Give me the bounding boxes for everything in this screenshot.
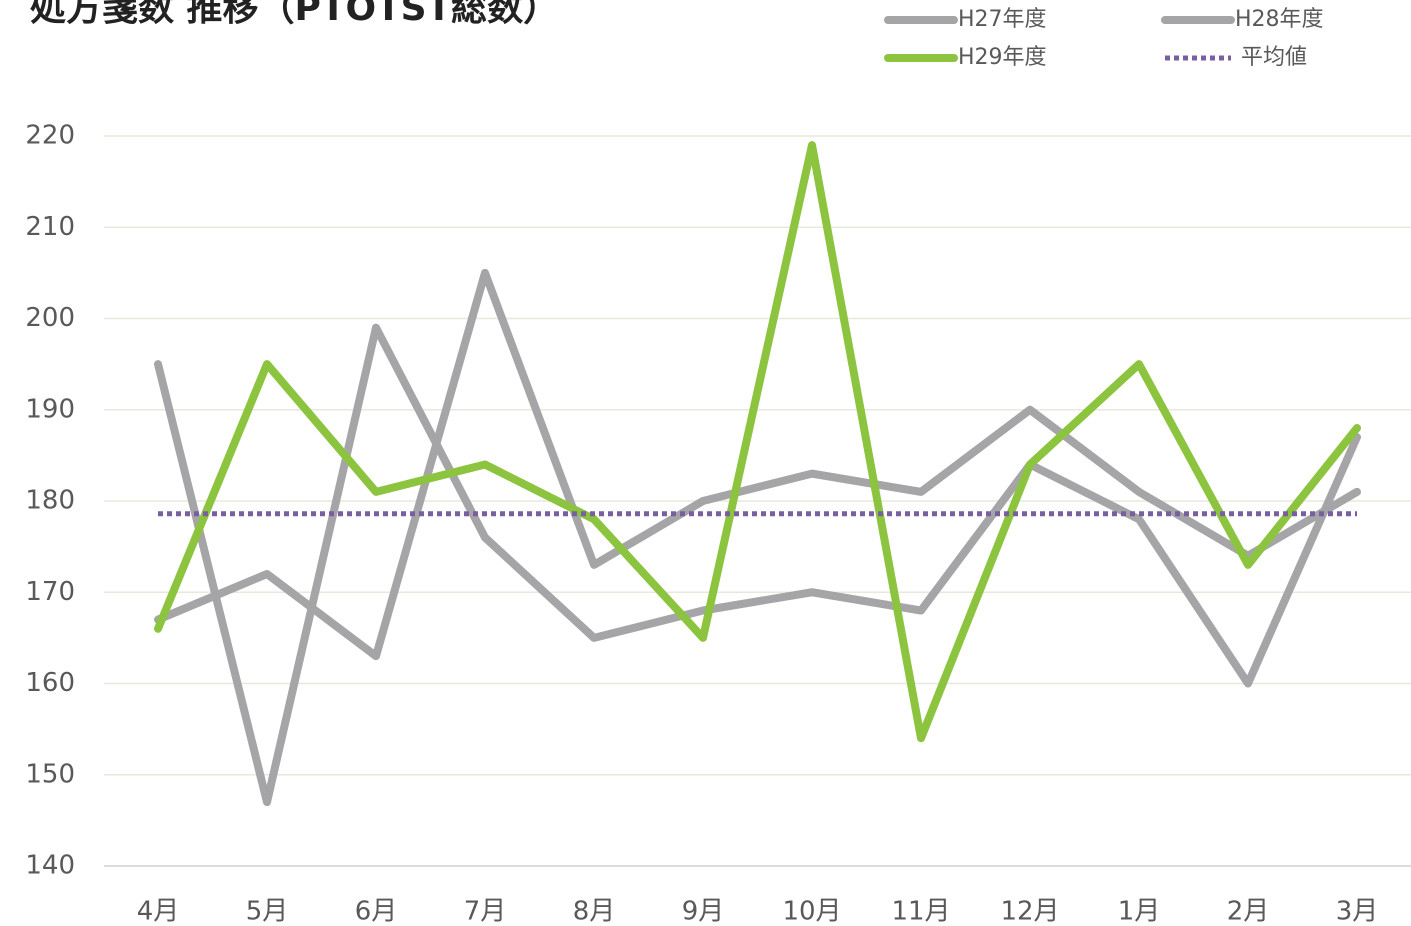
series-line	[154, 323, 1361, 807]
x-tick-label: 4月	[137, 897, 180, 926]
y-tick-label: 150	[25, 759, 75, 789]
x-tick-label: 12月	[1000, 897, 1059, 926]
x-tick-label: 3月	[1336, 897, 1379, 926]
x-tick-label: 11月	[891, 897, 950, 926]
legend-label: 平均値	[1241, 45, 1307, 70]
series-line	[154, 268, 1361, 661]
series-line	[154, 141, 1361, 743]
x-tick-label: 9月	[682, 897, 725, 926]
x-tick-label: 6月	[355, 897, 398, 926]
x-tick-label: 8月	[573, 897, 616, 926]
y-tick-label: 220	[25, 121, 75, 151]
legend-label: H29年度	[958, 45, 1047, 70]
x-tick-label: 10月	[782, 897, 841, 926]
y-tick-label: 140	[25, 851, 75, 881]
x-tick-label: 2月	[1227, 897, 1270, 926]
chart-title: 処方箋数 推移（PTOTST総数）	[30, 0, 559, 29]
x-tick-label: 1月	[1118, 897, 1161, 926]
y-tick-label: 210	[25, 212, 75, 242]
x-tick-label: 7月	[464, 897, 507, 926]
y-tick-label: 190	[25, 394, 75, 424]
y-tick-label: 180	[25, 486, 75, 516]
y-tick-label: 200	[25, 303, 75, 333]
y-tick-label: 170	[25, 577, 75, 607]
legend-label: H28年度	[1235, 7, 1324, 32]
y-tick-label: 160	[25, 668, 75, 698]
x-tick-label: 5月	[246, 897, 289, 926]
legend-label: H27年度	[958, 7, 1047, 32]
